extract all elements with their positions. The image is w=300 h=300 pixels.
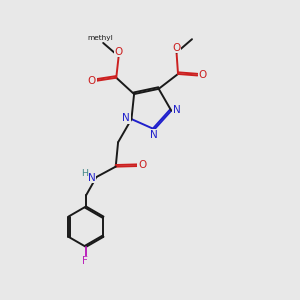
Text: methyl: methyl: [87, 35, 113, 41]
Text: N: N: [88, 172, 96, 183]
Text: O: O: [88, 76, 96, 86]
Text: N: N: [150, 130, 158, 140]
Text: N: N: [173, 105, 181, 115]
Text: O: O: [172, 43, 181, 53]
Text: O: O: [138, 160, 146, 170]
Text: O: O: [115, 46, 123, 57]
Text: F: F: [82, 256, 88, 266]
Text: O: O: [198, 70, 206, 80]
Text: N: N: [122, 113, 130, 124]
Text: H: H: [82, 169, 88, 178]
